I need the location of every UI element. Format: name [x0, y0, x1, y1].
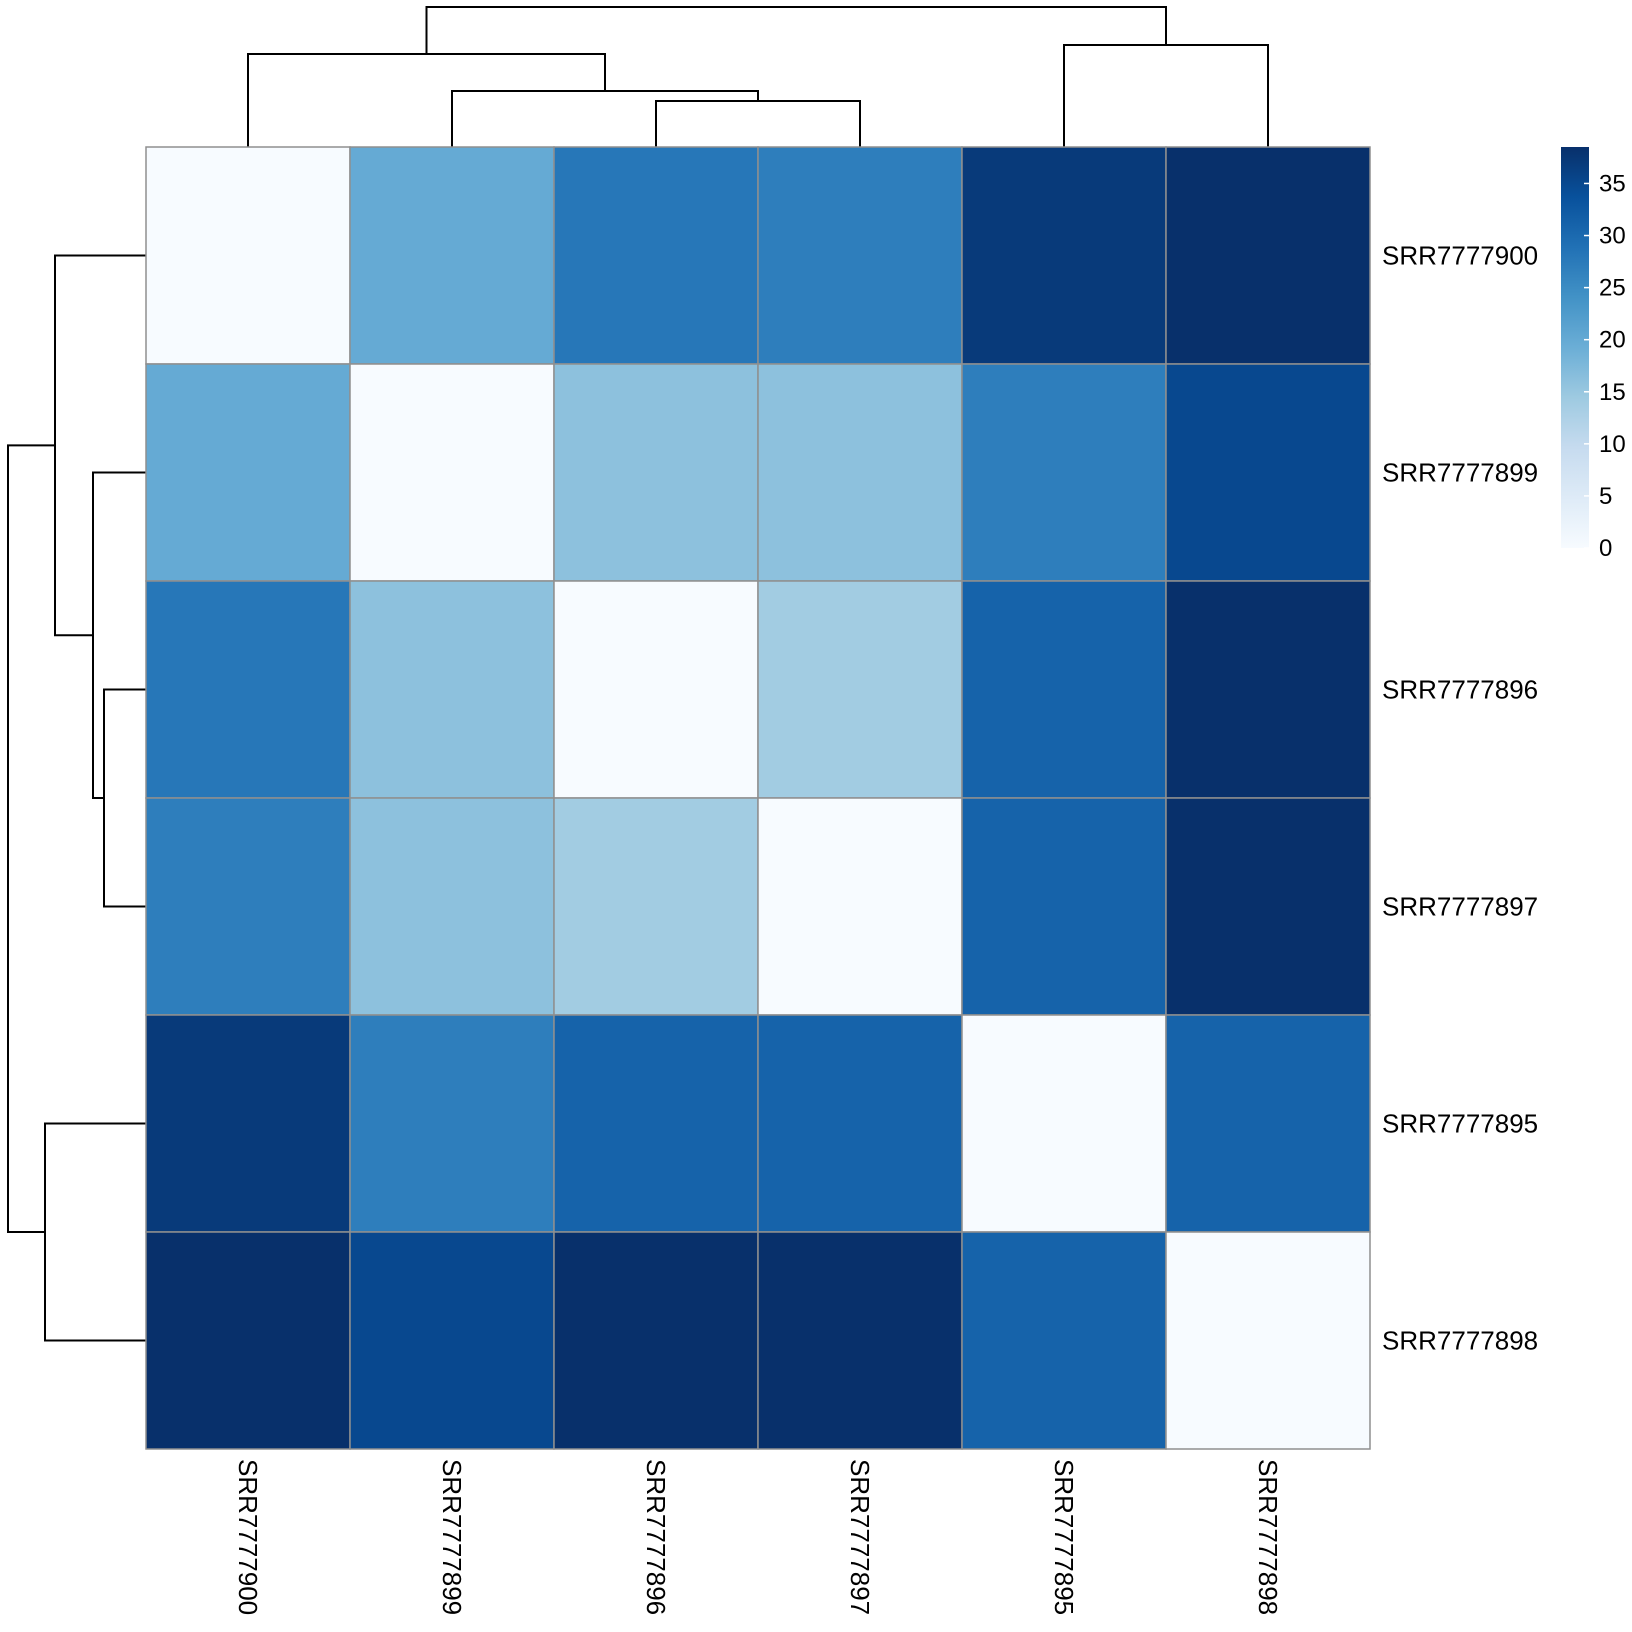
heatmap-cell: [349, 363, 555, 582]
heatmap-cell: [349, 797, 555, 1016]
heatmap-cell: [145, 1231, 351, 1450]
row-labels: SRR7777900 SRR7777899 SRR7777896 SRR7777897…: [1382, 241, 1538, 1356]
dendrogram-branch: [103, 688, 146, 908]
dendrogram-branch: [247, 53, 606, 147]
heatmap-cell: [349, 146, 555, 365]
heatmap-cell: [757, 1231, 963, 1450]
color-legend: 0 5 10 15 20 25 30 35: [1561, 147, 1626, 562]
legend-tick-label: 30: [1599, 223, 1626, 250]
dendrogram-branch: [92, 471, 146, 799]
legend-color-bar: [1561, 147, 1589, 548]
heatmap-cell: [145, 797, 351, 1016]
row-label: SRR7777895: [1382, 1109, 1538, 1139]
legend-tick-label: 0: [1599, 535, 1612, 562]
heatmap-cell: [1165, 146, 1371, 365]
dendrogram-branch: [54, 254, 146, 637]
column-label: SRR7777895: [1049, 1459, 1079, 1615]
heatmap-cell: [961, 1014, 1167, 1233]
row-dendrogram: [7, 254, 146, 1342]
heatmap-cell: [757, 797, 963, 1016]
heatmap-cell: [349, 580, 555, 799]
column-label: SRR7777899: [437, 1459, 467, 1615]
heatmap-cell: [757, 146, 963, 365]
column-label: SRR7777898: [1253, 1459, 1283, 1615]
heatmap-cell: [961, 797, 1167, 1016]
legend-tick-label: 35: [1599, 170, 1626, 197]
legend-tick-label: 20: [1599, 327, 1626, 354]
heatmap-cell: [1165, 580, 1371, 799]
heatmap-cell: [553, 580, 759, 799]
heatmap-cell: [757, 580, 963, 799]
heatmap-cell: [961, 363, 1167, 582]
heatmap-cell: [1165, 363, 1371, 582]
legend-tick-label: 25: [1599, 275, 1626, 302]
row-label: SRR7777899: [1382, 458, 1538, 488]
heatmap-cell: [961, 1231, 1167, 1450]
heatmap-cell: [1165, 797, 1371, 1016]
dendrogram-branch: [451, 90, 759, 147]
row-label: SRR7777900: [1382, 241, 1538, 271]
heatmap-cell: [145, 1014, 351, 1233]
heatmap-cell: [757, 1014, 963, 1233]
column-label: SRR7777897: [845, 1459, 875, 1615]
heatmap-cell: [349, 1014, 555, 1233]
column-dendrogram: [247, 6, 1269, 147]
heatmap-cell: [1165, 1231, 1371, 1450]
heatmap-cell: [145, 580, 351, 799]
heatmap-cell: [553, 1231, 759, 1450]
dendrogram-branch: [1063, 44, 1269, 147]
heatmap-cell: [145, 363, 351, 582]
dendrogram-branch: [7, 444, 55, 1233]
legend-tick-label: 5: [1599, 483, 1612, 510]
dendrogram-branch: [655, 100, 861, 147]
heatmap-cell: [145, 146, 351, 365]
heatmap-cell: [961, 580, 1167, 799]
heatmap-cell: [1165, 1014, 1371, 1233]
legend-tick-label: 15: [1599, 379, 1626, 406]
column-label: SRR7777900: [233, 1459, 263, 1615]
row-label: SRR7777896: [1382, 675, 1538, 705]
heatmap-cell: [961, 146, 1167, 365]
heatmap-cell: [553, 797, 759, 1016]
heatmap-cell: [757, 363, 963, 582]
column-labels: SRR7777900 SRR7777899 SRR7777896 SRR7777897…: [233, 1459, 1283, 1615]
heatmap-cell: [349, 1231, 555, 1450]
dendrogram-branch: [44, 1122, 146, 1342]
column-label: SRR7777896: [641, 1459, 671, 1615]
heatmap-cell: [553, 146, 759, 365]
dendrogram-branch: [425, 6, 1167, 54]
row-label: SRR7777898: [1382, 1326, 1538, 1356]
legend-tick-label: 10: [1599, 431, 1626, 458]
heatmap-cell: [553, 363, 759, 582]
heatmap-cell: [553, 1014, 759, 1233]
heatmap-cells: [145, 146, 1371, 1450]
row-label: SRR7777897: [1382, 892, 1538, 922]
